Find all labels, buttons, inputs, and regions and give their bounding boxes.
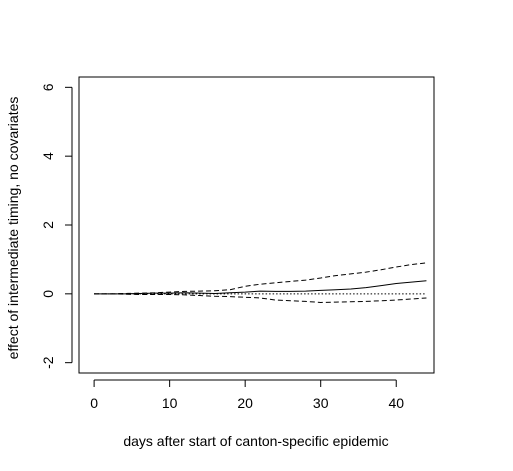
x-tick-label: 20 xyxy=(237,395,253,411)
x-axis: 0 10 20 30 40 xyxy=(90,379,404,411)
x-axis-label: days after start of canton-specific epid… xyxy=(123,433,388,449)
plot-frame xyxy=(78,76,435,374)
y-tick-label: 4 xyxy=(40,152,56,160)
lower-bound-line xyxy=(94,293,427,303)
y-axis-label: effect of intermediate timing, no covari… xyxy=(5,97,21,360)
estimate-line xyxy=(94,280,427,295)
y-tick-label: 6 xyxy=(40,83,56,91)
x-tick-label: 10 xyxy=(162,395,178,411)
y-tick-label: -2 xyxy=(40,356,56,369)
y-tick-label: 2 xyxy=(40,221,56,229)
y-tick-label: 0 xyxy=(40,290,56,298)
y-axis: -2 0 2 4 6 xyxy=(40,83,73,369)
x-tick-label: 30 xyxy=(313,395,329,411)
plot-lines xyxy=(94,262,427,303)
x-tick-label: 0 xyxy=(90,395,98,411)
x-tick-label: 40 xyxy=(388,395,404,411)
upper-bound-line xyxy=(94,262,427,295)
